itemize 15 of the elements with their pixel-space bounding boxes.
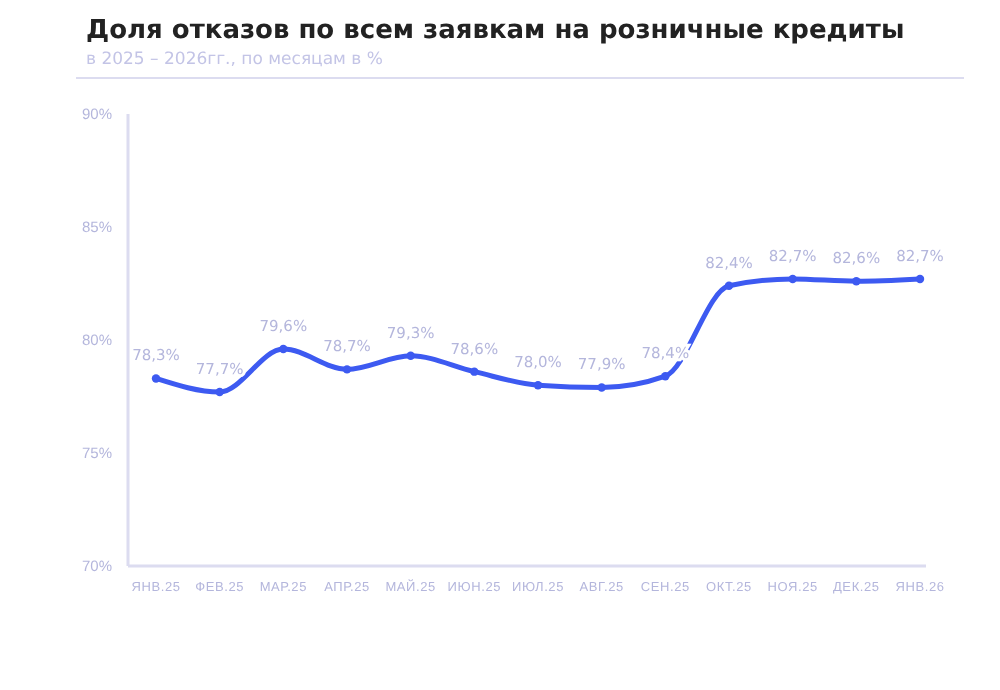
- point: [342, 365, 352, 374]
- point: [661, 371, 670, 381]
- point: [215, 387, 224, 397]
- point: [406, 351, 415, 361]
- point: [279, 344, 288, 354]
- chart-subtitle: в 2025 – 2026гг., по месяцам в %: [86, 50, 383, 70]
- point: [724, 281, 734, 290]
- point: [915, 274, 925, 284]
- point: [151, 374, 161, 383]
- point: [597, 383, 606, 392]
- point: [470, 367, 479, 376]
- point: [788, 274, 797, 284]
- point: [852, 277, 861, 286]
- point: [533, 380, 543, 390]
- chart-title: Доля отказов по всем заявкам на розничные кредиты: [86, 16, 905, 46]
